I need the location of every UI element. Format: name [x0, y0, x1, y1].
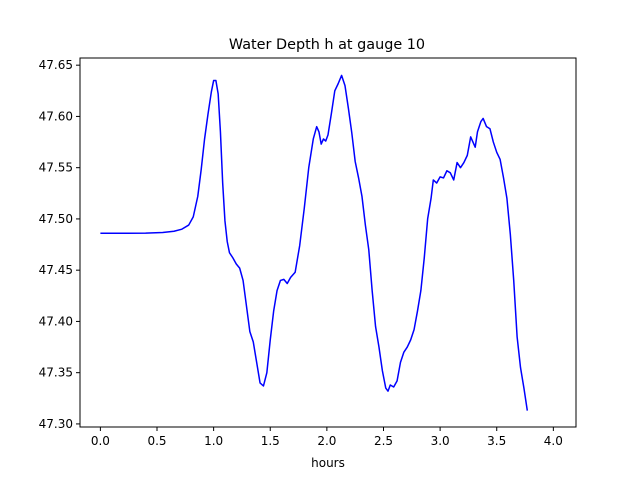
y-axis: 47.30 47.35 47.40 47.45 47.50 47.55 47.60 47.65 [39, 58, 80, 431]
y-tick-label: 47.35 [39, 366, 73, 380]
y-tick-label: 47.30 [39, 417, 73, 431]
x-tick-label: 3.5 [487, 434, 506, 448]
y-tick-label: 47.65 [39, 58, 73, 72]
y-tick-label: 47.40 [39, 314, 73, 328]
x-tick-label: 1.5 [261, 434, 280, 448]
series-layer [100, 74, 529, 411]
y-tick-label: 47.60 [39, 109, 73, 123]
x-tick-label: 3.0 [431, 434, 450, 448]
x-tick-label: 4.0 [544, 434, 563, 448]
y-tick-label: 47.55 [39, 161, 73, 175]
x-axis-label: hours [311, 456, 345, 470]
x-tick-label: 0.5 [147, 434, 166, 448]
y-tick-label: 47.50 [39, 212, 73, 226]
x-tick-label: 1.0 [204, 434, 223, 448]
x-tick-label: 2.5 [374, 434, 393, 448]
x-axis: 0.0 0.5 1.0 1.5 2.0 2.5 3.0 3.5 4.0 [91, 427, 563, 448]
plot-frame [79, 57, 577, 428]
chart-title: Water Depth h at gauge 10 [229, 37, 425, 53]
x-tick-label: 0.0 [91, 434, 110, 448]
y-tick-label: 47.45 [39, 263, 73, 277]
x-tick-label: 2.0 [317, 434, 336, 448]
series-line-water-depth [100, 74, 529, 411]
